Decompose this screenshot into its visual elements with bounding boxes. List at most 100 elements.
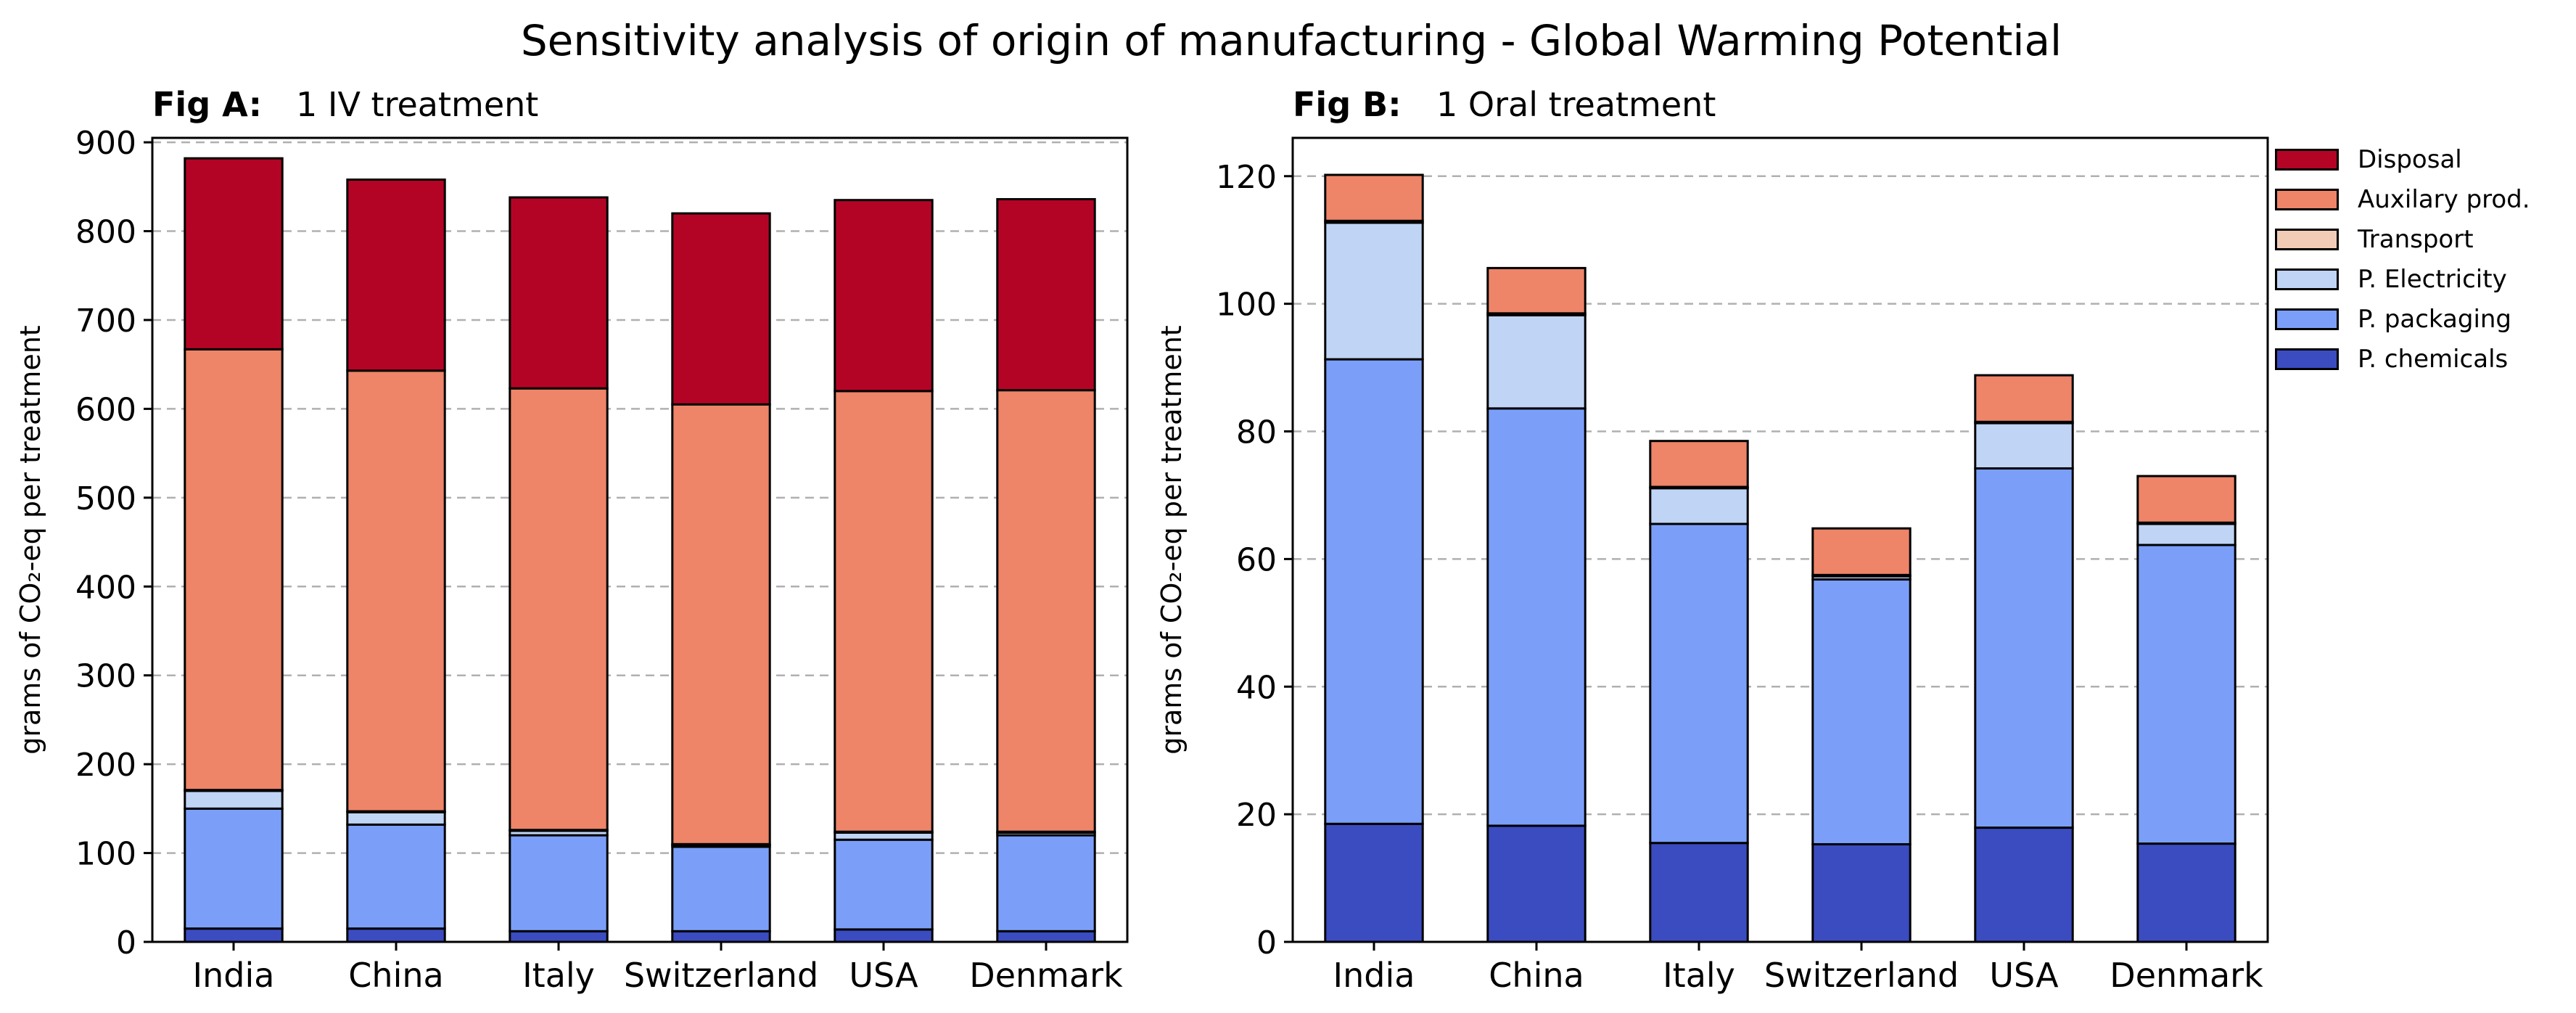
legend-label: P. chemicals [2358,344,2509,374]
y-tick-label: 80 [1236,414,1277,451]
bar-segment-auxilary-prod [671,403,771,845]
y-tick-label: 600 [75,391,136,428]
bar-segment-auxilary-prod [1486,266,1587,315]
x-tick-label: Italy [522,956,595,995]
y-tick-label: 500 [75,480,136,517]
x-tick-label: Switzerland [1764,956,1959,995]
bar-segment-p-chemicals [1649,842,1749,943]
y-tick-label: 300 [75,658,136,695]
plot-frame [1291,136,2269,943]
bar-segment-auxilary-prod [996,389,1096,833]
plot-frame [151,136,1129,943]
bar-segment-p-packaging [996,834,1096,932]
x-tick-label: USA [1989,956,2059,995]
legend-swatch-auxilary-prod [2275,188,2339,210]
chart-title: Sensitivity analysis of origin of manufa… [521,16,2062,65]
legend-item-transport: Transport [2275,219,2565,259]
bar-segment-auxilary-prod [1324,173,1424,222]
legend-swatch-disposal [2275,148,2339,171]
bar-segment-p-chemicals [509,930,609,943]
legend-label: P. Electricity [2358,264,2507,294]
x-tick-label: Denmark [2110,956,2263,995]
bar-segment-p-chemicals [346,927,446,943]
bar-segment-auxilary-prod [184,348,284,792]
x-tick-label: Italy [1663,956,1735,995]
legend-label: Disposal [2358,144,2462,174]
x-tick-label: China [348,956,443,995]
legend-item-p-packaging: P. packaging [2275,299,2565,339]
bar-segment-p-chemicals [2136,842,2236,943]
legend-label: Auxilary prod. [2358,184,2530,214]
x-tick-label: Switzerland [624,956,818,995]
y-tick-label: 120 [1216,159,1277,196]
legend-label: Transport [2358,224,2474,254]
bar-segment-disposal [184,157,284,350]
legend-swatch-p-electricity [2275,268,2339,290]
legend: Disposal Auxilary prod. Transport P. Ele… [2275,139,2565,379]
panel-a-subtitle: 1 IV treatment [296,85,538,124]
panel-a-fig-label: Fig A: [152,85,262,124]
y-axis-label: grams of CO₂-eq per treatment [1156,325,1188,754]
bar-segment-p-electricity [346,811,446,826]
y-tick-label: 100 [75,836,136,873]
y-tick-label: 60 [1236,541,1277,578]
y-tick-label: 20 [1236,797,1277,834]
bar-segment-p-chemicals [184,927,284,943]
y-tick-label: 100 [1216,287,1277,324]
bar-segment-auxilary-prod [1811,527,1912,576]
bar-segment-p-packaging [184,807,284,930]
legend-label: P. packaging [2358,304,2512,334]
bar-segment-disposal [671,212,771,406]
bar-segment-p-chemicals [1324,822,1424,943]
bar-segment-disposal [509,196,609,390]
bar-segment-p-chemicals [671,930,771,943]
bar-segment-p-electricity [1974,422,2074,470]
x-tick-label: India [193,956,275,995]
bar-segment-p-packaging [2136,544,2236,845]
legend-swatch-p-packaging [2275,308,2339,330]
bar-segment-p-chemicals [1974,827,2074,943]
bar-segment-auxilary-prod [1974,374,2074,423]
y-tick-label: 200 [75,747,136,784]
y-tick-label: 400 [75,569,136,606]
y-tick-label: 40 [1236,669,1277,706]
bar-segment-p-packaging [1649,522,1749,845]
panel-b-subtitle: 1 Oral treatment [1436,85,1716,124]
bar-segment-p-packaging [1324,358,1424,825]
bar-segment-p-packaging [1486,407,1587,827]
bar-segment-p-packaging [834,838,934,931]
panel-a-header: Fig A: 1 IV treatment [152,85,538,124]
x-tick-label: China [1489,956,1584,995]
bar-segment-p-electricity [184,790,284,810]
bar-segment-p-chemicals [834,928,934,943]
bar-segment-p-packaging [671,845,771,932]
bar-segment-disposal [996,197,1096,392]
y-tick-label: 0 [116,924,136,961]
bar-segment-auxilary-prod [346,369,446,813]
bar-segment-p-packaging [1974,467,2074,829]
legend-swatch-p-chemicals [2275,348,2339,370]
bar-segment-auxilary-prod [834,390,934,833]
bar-segment-p-electricity [2136,522,2236,546]
legend-item-p-chemicals: P. chemicals [2275,339,2565,379]
bar-segment-disposal [834,199,934,393]
panel-b-fig-label: Fig B: [1293,85,1402,124]
bar-segment-p-packaging [346,823,446,930]
legend-item-disposal: Disposal [2275,139,2565,179]
bar-segment-p-packaging [509,834,609,932]
bar-segment-p-electricity [1324,221,1424,361]
bar-segment-p-electricity [1649,487,1749,525]
legend-item-auxilary-prod: Auxilary prod. [2275,179,2565,219]
panel-b-plot: 0 20 40 60 80 100 120 India China Italy Switzerlan… [1156,136,2269,995]
y-tick-label: 900 [75,125,136,162]
legend-swatch-transport [2275,228,2339,250]
y-tick-label: 800 [75,214,136,251]
panel-a-plot: 0 100 200 300 400 500 600 700 800 900 India China It… [15,125,1129,995]
bar-segment-auxilary-prod [509,387,609,832]
legend-item-p-electricity: P. Electricity [2275,259,2565,299]
bar-segment-p-chemicals [1486,824,1587,943]
bar-segment-auxilary-prod [1649,440,1749,488]
bar-segment-p-chemicals [1811,842,1912,943]
y-tick-label: 0 [1256,924,1277,961]
